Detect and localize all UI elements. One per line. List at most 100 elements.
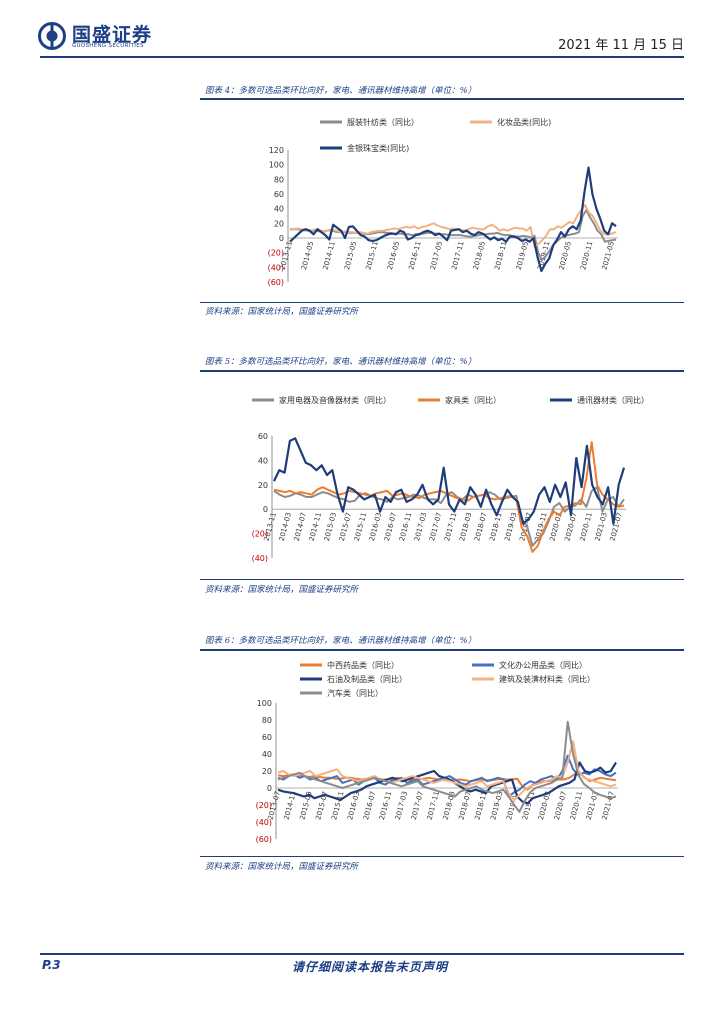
y-tick-label: 20 bbox=[258, 481, 268, 490]
figure-6-source: 资料来源：国家统计局，国盛证券研究所 bbox=[205, 862, 359, 872]
x-tick-label: 2017-03 bbox=[413, 512, 428, 542]
y-tick-label: 80 bbox=[274, 175, 284, 184]
x-tick-label: 2017-11 bbox=[426, 790, 441, 820]
x-tick-label: 2013-11 bbox=[263, 512, 278, 542]
company-logo: 国盛证券 GUOSHENG SECURITIES bbox=[38, 20, 188, 54]
y-tick-label: (40) bbox=[268, 263, 284, 272]
series-line-4 bbox=[277, 720, 617, 813]
y-tick-label: (20) bbox=[256, 801, 272, 810]
figure-5-chart: 60 40 20 0 (20) (40) 2013-11 2014-03 2014-07 2014… bbox=[252, 395, 649, 563]
figure-6-title: 图表 6：多数可选品类环比向好，家电、通讯器材维持高增（单位：%） bbox=[205, 636, 477, 646]
y-tick-label: 100 bbox=[269, 161, 284, 170]
y-tick-label: 60 bbox=[258, 432, 268, 441]
x-tick-label: 2014-11 bbox=[322, 240, 337, 270]
figure-5-bottom-rule bbox=[200, 579, 684, 580]
y-tick-label: (60) bbox=[268, 278, 284, 287]
x-tick-label: 2015-11 bbox=[353, 512, 368, 542]
y-tick-label: 40 bbox=[274, 205, 284, 214]
figure-6-bottom-rule bbox=[200, 856, 684, 857]
x-tick-label: 2020-07 bbox=[553, 790, 568, 820]
legend-label: 家具类（同比） bbox=[445, 395, 501, 405]
x-tick-label: 2018-05 bbox=[472, 240, 487, 270]
x-tick-label: 2014-11 bbox=[283, 790, 298, 820]
footer-divider bbox=[40, 953, 684, 955]
y-tick-label: 80 bbox=[262, 716, 272, 725]
series-line-2 bbox=[289, 166, 617, 273]
y-tick-label: (40) bbox=[256, 818, 272, 827]
footer-disclaimer: 请仔细阅读本报告末页声明 bbox=[292, 960, 449, 974]
x-tick-label: 2017-07 bbox=[428, 512, 443, 542]
x-tick-label: 2020-05 bbox=[558, 240, 573, 270]
legend-label: 通讯器材类（同比） bbox=[577, 395, 649, 405]
figure-4-top-rule bbox=[200, 98, 684, 100]
x-tick-label: 2014-05 bbox=[300, 240, 315, 270]
x-tick-label: 2016-03 bbox=[368, 512, 383, 542]
y-tick-label: 120 bbox=[269, 146, 284, 155]
series-line-3 bbox=[277, 740, 617, 801]
x-tick-label: 2015-11 bbox=[365, 240, 380, 270]
x-tick-label: 2018-07 bbox=[473, 512, 488, 542]
y-tick-label: (40) bbox=[252, 554, 268, 563]
x-tick-label: 2021-03 bbox=[585, 790, 600, 820]
series-line-2 bbox=[273, 437, 626, 525]
y-tick-label: 0 bbox=[267, 784, 272, 793]
series-line-0 bbox=[273, 486, 625, 547]
y-tick-label: 0 bbox=[263, 505, 268, 514]
legend-label: 石油及制品类（同比） bbox=[327, 674, 407, 684]
y-tick-label: 40 bbox=[258, 456, 268, 465]
y-tick-label: 100 bbox=[257, 699, 272, 708]
legend-label: 汽车类（同比） bbox=[327, 688, 383, 698]
y-tick-label: 20 bbox=[262, 767, 272, 776]
x-tick-label: 2018-11 bbox=[493, 240, 508, 270]
logo-icon bbox=[38, 22, 66, 50]
x-tick-label: 2020-11 bbox=[579, 512, 594, 542]
y-tick-label: (60) bbox=[256, 835, 272, 844]
x-tick-label: 2018-11 bbox=[473, 790, 488, 820]
x-tick-label: 2017-05 bbox=[429, 240, 444, 270]
x-tick-label: 2017-11 bbox=[450, 240, 465, 270]
x-tick-label: 2016-11 bbox=[407, 240, 422, 270]
logo-text: 国盛证券 bbox=[72, 24, 153, 46]
x-tick-label: 2021-03 bbox=[594, 512, 609, 542]
x-tick-label: 2015-11 bbox=[330, 790, 345, 820]
y-tick-label: 0 bbox=[279, 234, 284, 243]
x-tick-label: 2016-07 bbox=[362, 790, 377, 820]
legend-label: 服装针纺类（同比） bbox=[347, 117, 419, 127]
legend-label: 家用电器及音像器材类（同比） bbox=[279, 395, 391, 405]
x-tick-label: 2017-11 bbox=[443, 512, 458, 542]
series-line-2 bbox=[277, 761, 617, 805]
x-tick-label: 2014-11 bbox=[308, 512, 323, 542]
y-tick-label: 60 bbox=[262, 733, 272, 742]
logo-subtitle: GUOSHENG SECURITIES bbox=[72, 43, 144, 49]
x-tick-label: 2019-03 bbox=[503, 512, 518, 542]
x-tick-label: 2015-07 bbox=[338, 512, 353, 542]
x-tick-label: 2020-11 bbox=[579, 240, 594, 270]
x-tick-label: 2021-07 bbox=[609, 512, 624, 542]
y-tick-label: 60 bbox=[274, 190, 284, 199]
x-tick-label: 2016-07 bbox=[383, 512, 398, 542]
x-tick-label: 2014-07 bbox=[293, 512, 308, 542]
x-tick-label: 2016-05 bbox=[386, 240, 401, 270]
x-tick-label: 2017-03 bbox=[394, 790, 409, 820]
x-tick-label: 2015-03 bbox=[323, 512, 338, 542]
page-number: P.3 bbox=[42, 958, 61, 972]
legend-label: 化妆品类(同比) bbox=[497, 117, 551, 127]
figure-5-source: 资料来源：国家统计局，国盛证券研究所 bbox=[205, 585, 359, 595]
series-line-1 bbox=[289, 204, 617, 248]
figure-4-source: 资料来源：国家统计局，国盛证券研究所 bbox=[205, 307, 359, 317]
x-tick-label: 2019-05 bbox=[515, 240, 530, 270]
y-tick-label: 40 bbox=[262, 750, 272, 759]
x-tick-label: 2019-03 bbox=[489, 790, 504, 820]
figure-4-title: 图表 4：多数可选品类环比向好，家电、通讯器材维持高增（单位：%） bbox=[205, 86, 477, 96]
x-tick-label: 2020-11 bbox=[569, 790, 584, 820]
x-tick-label: 2015-05 bbox=[343, 240, 358, 270]
series-line-1 bbox=[273, 441, 625, 553]
figure-4-bottom-rule bbox=[200, 302, 684, 303]
figure-6-top-rule bbox=[200, 649, 684, 651]
legend-label: 中西药品类（同比） bbox=[327, 660, 399, 670]
figure-5-title: 图表 5：多数可选品类环比向好，家电、通讯器材维持高增（单位：%） bbox=[205, 357, 477, 367]
figure-5-top-rule bbox=[200, 370, 684, 372]
header-divider bbox=[40, 56, 684, 58]
x-tick-label: 2016-11 bbox=[398, 512, 413, 542]
